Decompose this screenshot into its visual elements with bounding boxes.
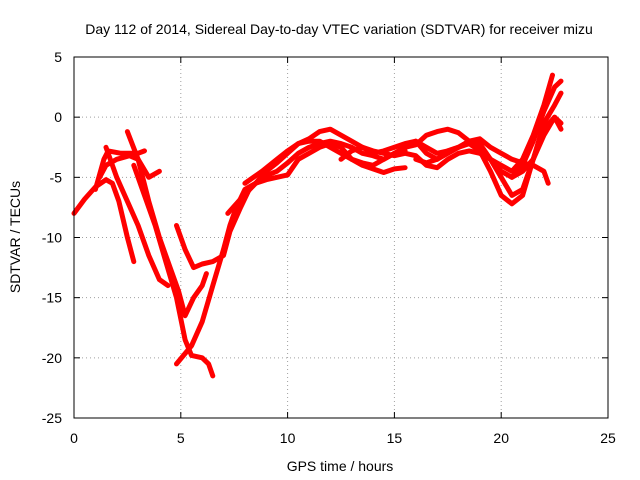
series-line-track-14	[509, 114, 564, 180]
series-line-track-13	[413, 90, 564, 207]
series-line-track-2	[92, 148, 147, 192]
series-line-track-5	[124, 129, 209, 319]
y-axis-ticks: -25 -20 -15 -10 -5 0 5	[42, 49, 608, 426]
x-tick-label: 5	[177, 430, 185, 446]
series-line-track-11	[338, 72, 555, 174]
x-tick-label: 25	[600, 430, 616, 446]
series-line-track-6	[131, 162, 216, 379]
y-tick-label: 5	[54, 49, 62, 65]
x-tick-label: 20	[493, 430, 509, 446]
y-tick-label: -10	[42, 230, 62, 246]
y-tick-label: -25	[42, 410, 62, 426]
x-axis-ticks: 0 5 10 15 20 25	[70, 57, 616, 446]
y-axis-label: SDTVAR / TECUs	[7, 181, 23, 293]
series-group	[71, 72, 564, 379]
y-tick-label: -5	[50, 169, 63, 185]
chart-title: Day 112 of 2014, Sidereal Day-to-day VTE…	[85, 21, 593, 37]
x-tick-label: 10	[280, 430, 296, 446]
series-line-track-1	[71, 177, 137, 265]
grid	[74, 57, 608, 418]
series-line-track-3	[97, 153, 162, 180]
x-axis-label: GPS time / hours	[287, 458, 394, 474]
series-line-track-8	[174, 138, 408, 271]
x-tick-label: 0	[70, 430, 78, 446]
y-tick-label: 0	[54, 109, 62, 125]
x-tick-label: 15	[387, 430, 403, 446]
series-line-track-7	[174, 141, 408, 367]
y-tick-label: -20	[42, 350, 62, 366]
y-tick-label: -15	[42, 290, 62, 306]
series-line-track-4	[103, 144, 171, 289]
